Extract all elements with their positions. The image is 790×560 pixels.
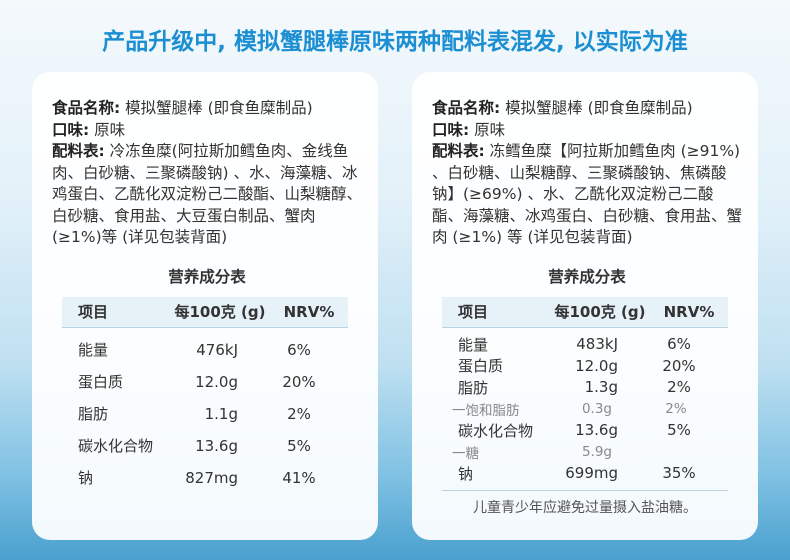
row: 蛋白质 12.0g 20%: [62, 366, 348, 398]
nutrition-table: 项目 每100克 (g) NRV% 能量 483kJ 6% 蛋白质 12.0g 20% 脂肪…: [442, 296, 728, 518]
cell: 1.3g: [584, 378, 618, 397]
cell: NRV%: [283, 302, 335, 321]
nutrition-title: 营养成分表: [548, 267, 626, 286]
label: 口味:: [432, 120, 470, 139]
nutrition-table: 项目 每100克 (g) NRV% 能量 476kJ 6% 蛋白质 12.0g 20% 脂肪…: [62, 296, 348, 494]
value: 冷冻鱼糜(阿拉斯加鳕鱼肉、金线鱼肉、白砂糖、三聚磷酸钠) 、水、海藻糖、冰鸡蛋白…: [52, 142, 363, 246]
cell: 一糖: [452, 445, 479, 462]
name-line: 食品名称: 模拟蟹腿棒 (即食鱼糜制品): [52, 98, 362, 120]
ingredients-line: 配料表: 冻鳕鱼糜【阿拉斯加鳕鱼肉 (≥91%) 、白砂糖、山梨糖醇、三聚磷酸钠…: [432, 141, 742, 249]
cell: 项目: [78, 303, 109, 321]
cell: 2%: [665, 400, 687, 417]
footnote: 儿童青少年应避免过量摄入盐油糖。: [442, 490, 728, 517]
cell: 35%: [662, 464, 696, 483]
cell: 5%: [667, 421, 691, 440]
row: 钠 827mg 41%: [62, 462, 348, 494]
value: 模拟蟹腿棒 (即食鱼糜制品): [125, 99, 313, 117]
row: 脂肪 1.3g 2%: [442, 377, 728, 399]
cell: 20%: [282, 372, 316, 391]
cell: 碳水化合物: [458, 421, 534, 440]
card: 食品名称: 模拟蟹腿棒 (即食鱼糜制品) 口味: 原味 配料表: 冻鳕鱼糜【阿拉…: [412, 72, 758, 540]
value: 模拟蟹腿棒 (即食鱼糜制品): [505, 99, 693, 117]
row: 能量 476kJ 6%: [62, 334, 348, 366]
cell: 41%: [282, 468, 316, 487]
cell: 6%: [287, 340, 311, 359]
row: 蛋白质 12.0g 20%: [442, 355, 728, 377]
sub-row: 一饱和脂肪 0.3g 2%: [442, 398, 728, 420]
cell: 13.6g: [195, 436, 238, 455]
value: 原味: [474, 120, 506, 139]
title: 产品升级中, 模拟蟹腿棒原味两种配料表混发, 以实际为准: [102, 29, 688, 55]
row: 钠 699mg 35%: [442, 463, 728, 485]
card: 食品名称: 模拟蟹腿棒 (即食鱼糜制品) 口味: 原味 配料表: 冷冻鱼糜(阿拉…: [32, 72, 378, 540]
name-line: 食品名称: 模拟蟹腿棒 (即食鱼糜制品): [432, 98, 742, 120]
row: 碳水化合物 13.6g 5%: [442, 420, 728, 442]
cell: 827mg: [185, 468, 238, 487]
cell: 12.0g: [575, 356, 618, 375]
cell: 0.3g: [581, 400, 612, 417]
cell: 蛋白质: [458, 357, 504, 376]
cell: 6%: [667, 335, 691, 354]
cell: 一饱和脂肪: [452, 402, 520, 419]
cell: 2%: [287, 404, 311, 423]
flavor-line: 口味: 原味: [52, 120, 362, 142]
cell: 20%: [662, 356, 696, 375]
cell: 每100克 (g): [174, 303, 266, 321]
cell: 483kJ: [576, 335, 618, 354]
label: 食品名称:: [432, 99, 501, 117]
cell: 钠: [78, 469, 94, 487]
cell: 脂肪: [78, 405, 109, 423]
nutrition-title: 营养成分表: [168, 267, 246, 286]
cell: 1.1g: [204, 404, 238, 423]
cell: 项目: [458, 303, 489, 321]
cell: 蛋白质: [78, 373, 124, 391]
label: 食品名称:: [52, 99, 121, 117]
header-row: 项目 每100克 (g) NRV%: [62, 296, 348, 328]
label: 配料表:: [432, 142, 485, 160]
value: 原味: [94, 120, 126, 139]
header-row: 项目 每100克 (g) NRV%: [442, 296, 728, 328]
flavor-line: 口味: 原味: [432, 120, 742, 142]
cell: NRV%: [663, 302, 715, 321]
cell: 5%: [287, 436, 311, 455]
cell: 能量: [78, 341, 109, 359]
sub-row: 一糖 5.9g: [442, 441, 728, 463]
cell: 12.0g: [195, 372, 238, 391]
cell: 699mg: [565, 464, 618, 483]
label: 配料表:: [52, 142, 105, 160]
ingredients-line: 配料表: 冷冻鱼糜(阿拉斯加鳕鱼肉、金线鱼肉、白砂糖、三聚磷酸钠) 、水、海藻糖…: [52, 141, 362, 249]
row: 碳水化合物 13.6g 5%: [62, 430, 348, 462]
row: 脂肪 1.1g 2%: [62, 398, 348, 430]
cell: 13.6g: [575, 421, 618, 440]
cell: 碳水化合物: [78, 437, 154, 455]
label: 口味:: [52, 120, 90, 139]
cell: 能量: [458, 335, 489, 354]
cell: 2%: [667, 378, 691, 397]
row: 能量 483kJ 6%: [442, 334, 728, 356]
cell: 每100克 (g): [554, 303, 646, 321]
cell: 钠: [458, 464, 474, 483]
cell: 476kJ: [196, 340, 238, 359]
cell: 脂肪: [458, 378, 489, 397]
cell: 5.9g: [581, 443, 612, 460]
value: 冻鳕鱼糜【阿拉斯加鳕鱼肉 (≥91%) 、白砂糖、山梨糖醇、三聚磷酸钠、焦磷酸钠…: [432, 142, 743, 246]
